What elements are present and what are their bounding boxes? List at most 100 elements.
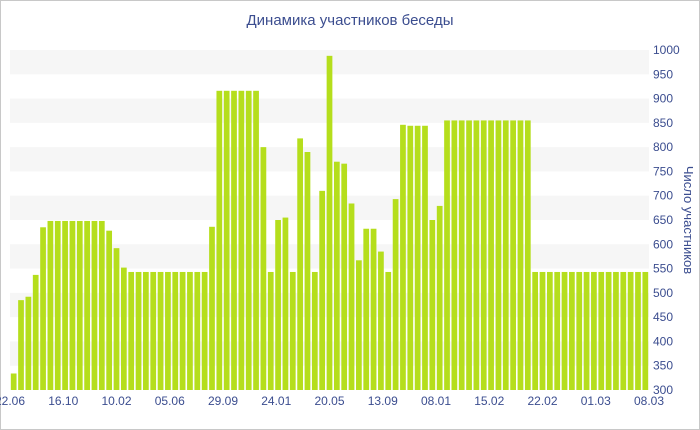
bar bbox=[304, 152, 311, 390]
bar bbox=[267, 271, 274, 390]
x-tick-label: 16.10 bbox=[48, 394, 78, 408]
bar bbox=[466, 120, 472, 391]
y-tick-label: 350 bbox=[653, 359, 673, 373]
x-tick-label: 24.01 bbox=[261, 394, 291, 408]
x-tick-label: 20.05 bbox=[314, 394, 344, 408]
bar bbox=[392, 199, 399, 390]
bar bbox=[363, 228, 370, 390]
bar bbox=[429, 220, 436, 390]
bar bbox=[400, 124, 406, 391]
x-tick-label: 10.02 bbox=[101, 394, 131, 408]
bar bbox=[422, 125, 428, 391]
bar bbox=[172, 271, 179, 390]
y-tick-label: 650 bbox=[653, 213, 673, 227]
bar bbox=[517, 120, 524, 391]
y-tick-label: 800 bbox=[653, 140, 673, 154]
bar bbox=[591, 271, 597, 390]
bar bbox=[165, 271, 171, 390]
bar bbox=[576, 271, 583, 390]
bar bbox=[76, 220, 83, 390]
bar bbox=[561, 271, 568, 390]
bar bbox=[194, 271, 201, 390]
bar bbox=[223, 90, 230, 391]
bar bbox=[598, 271, 605, 390]
bar bbox=[69, 220, 76, 390]
bar bbox=[106, 230, 113, 390]
bar bbox=[407, 125, 414, 391]
bar bbox=[201, 271, 208, 390]
bar bbox=[84, 220, 90, 390]
bar bbox=[613, 271, 619, 390]
bar bbox=[40, 227, 46, 390]
y-axis-ticks: 300 350 400 450 500 550 600 650 700 750 800 850 900 9… bbox=[653, 43, 680, 397]
y-tick-label: 950 bbox=[653, 67, 673, 81]
bar bbox=[47, 220, 54, 390]
bar bbox=[414, 125, 421, 391]
bar bbox=[135, 271, 142, 390]
y-tick-label: 550 bbox=[653, 262, 673, 276]
y-tick-label: 900 bbox=[653, 92, 673, 106]
y-tick-label: 450 bbox=[653, 310, 673, 324]
y-tick-label: 850 bbox=[653, 116, 673, 130]
bar bbox=[260, 147, 267, 390]
bar bbox=[554, 271, 561, 390]
bar bbox=[32, 274, 39, 390]
bar bbox=[370, 228, 377, 390]
bar bbox=[539, 271, 546, 390]
bar bbox=[495, 120, 502, 391]
y-tick-label: 400 bbox=[653, 334, 673, 348]
bar bbox=[54, 220, 61, 390]
bar bbox=[488, 120, 494, 391]
bar bbox=[289, 271, 296, 390]
bar bbox=[18, 300, 24, 390]
bar bbox=[341, 163, 348, 390]
y-tick-label: 500 bbox=[653, 286, 673, 300]
bar bbox=[458, 120, 465, 391]
x-tick-label: 15.02 bbox=[474, 394, 504, 408]
bar bbox=[436, 205, 443, 390]
bar bbox=[348, 203, 355, 390]
x-tick-label: 08.01 bbox=[421, 394, 451, 408]
bar bbox=[311, 271, 318, 390]
bar bbox=[583, 271, 590, 390]
y-tick-label: 300 bbox=[653, 383, 673, 397]
bar bbox=[480, 120, 487, 391]
y-tick-label: 750 bbox=[653, 164, 673, 178]
bar bbox=[378, 251, 384, 390]
bar bbox=[187, 271, 193, 390]
bar bbox=[238, 90, 245, 391]
bar bbox=[451, 120, 458, 391]
x-tick-label: 05.06 bbox=[155, 394, 185, 408]
x-tick-label: 08.03 bbox=[634, 394, 664, 408]
y-tick-label: 1000 bbox=[653, 43, 680, 57]
bar bbox=[120, 267, 127, 390]
bar bbox=[157, 271, 164, 390]
bar bbox=[150, 271, 157, 390]
bar bbox=[209, 226, 215, 390]
bar bbox=[179, 271, 186, 390]
x-tick-label: 13.09 bbox=[368, 394, 398, 408]
bar bbox=[356, 260, 362, 390]
bar bbox=[605, 271, 612, 390]
bar bbox=[473, 120, 480, 391]
bar bbox=[143, 271, 149, 390]
bar bbox=[569, 271, 575, 390]
bar bbox=[282, 217, 289, 390]
bar bbox=[113, 248, 120, 390]
bar bbox=[532, 271, 539, 390]
bar bbox=[510, 120, 516, 391]
bar bbox=[326, 55, 333, 390]
y-tick-label: 600 bbox=[653, 237, 673, 251]
bar bbox=[275, 220, 281, 390]
bar bbox=[627, 271, 634, 390]
x-tick-label: 29.09 bbox=[208, 394, 238, 408]
bar bbox=[333, 161, 340, 390]
bar bbox=[319, 190, 326, 390]
chart-title: Динамика участников беседы bbox=[246, 12, 454, 29]
bar bbox=[62, 220, 68, 390]
bar bbox=[546, 271, 553, 390]
bar bbox=[216, 90, 223, 391]
bar bbox=[642, 271, 649, 390]
x-tick-label: 01.03 bbox=[581, 394, 611, 408]
bar bbox=[245, 90, 252, 391]
